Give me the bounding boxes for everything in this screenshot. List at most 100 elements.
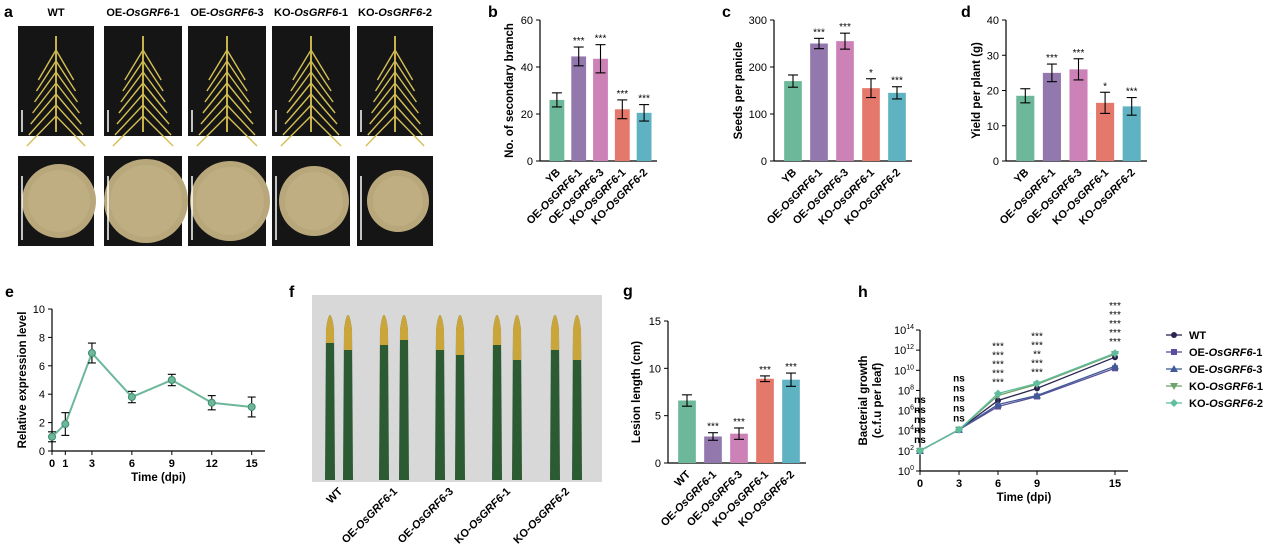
panicle-branch — [310, 115, 342, 147]
leaf-lesion — [493, 315, 501, 345]
panicle-branch — [367, 104, 396, 136]
y-tick-exponent: 8 — [910, 384, 914, 391]
panicle-branch — [142, 104, 172, 136]
panicle-branch — [310, 104, 340, 136]
panicle-illustration — [26, 36, 86, 147]
x-tick-label: 3 — [956, 478, 962, 490]
legend-label: KO-OsGRF6-1 — [1189, 381, 1263, 393]
y-tick-exponent: 0 — [910, 465, 914, 472]
panicle-branch — [310, 71, 334, 103]
genotype-label: OE-OsGRF6-3 — [190, 7, 263, 19]
data-point — [247, 402, 256, 411]
leaf — [379, 315, 389, 480]
legend-label: OE-OsGRF6-1 — [1189, 347, 1262, 359]
x-tick-label: 0 — [49, 458, 55, 470]
significance-label: ns — [953, 414, 965, 425]
y-tick-label: 300 — [749, 15, 767, 27]
significance-label: * — [869, 68, 873, 79]
panicle-branch — [394, 60, 416, 92]
panicle-branch — [118, 82, 144, 114]
series-line — [919, 356, 1116, 452]
significance-label: * — [1103, 81, 1107, 92]
y-tick-label: 100 — [898, 465, 914, 478]
x-axis-title: Time (dpi) — [131, 472, 186, 484]
panicle-branch — [226, 115, 258, 147]
panicle-branch — [374, 60, 396, 92]
genotype-label: OE-OsGRF6-3 — [396, 486, 456, 546]
genotype-label-italic: OsGRF6 — [354, 492, 394, 532]
panicle-branch — [142, 60, 164, 92]
significance-label: ns — [914, 435, 926, 446]
panicle-branch — [32, 82, 57, 114]
y-tick-exponent: 6 — [910, 405, 914, 412]
y-tick-base: 10 — [894, 325, 906, 337]
leaf-lesion — [400, 315, 408, 340]
leaf-lesion — [436, 315, 444, 350]
genotype-label-suffix: -1 — [170, 7, 180, 19]
significance-label: *** — [1109, 310, 1121, 321]
significance-label: *** — [638, 94, 650, 105]
significance-label: *** — [992, 350, 1004, 361]
panicle-branch — [55, 93, 82, 125]
panicle-branch — [286, 82, 312, 114]
bar — [782, 379, 800, 463]
leaf-lesion — [326, 315, 334, 343]
leaf-blade — [343, 315, 353, 480]
panicle-illustration — [280, 36, 342, 147]
panicle-branch — [142, 115, 174, 147]
series-line — [919, 367, 1116, 452]
leaf-lesion — [456, 315, 464, 355]
legend-italic: OsGRF6 — [1209, 398, 1254, 410]
x-axis-title: Time (dpi) — [997, 492, 1052, 504]
leaf-blade — [455, 315, 465, 480]
y-tick-label: 8 — [39, 332, 45, 344]
panicle-branch — [284, 93, 312, 125]
significance-label: ns — [953, 394, 965, 405]
y-tick-label: 0 — [39, 446, 45, 458]
y-tick-base: 10 — [898, 466, 910, 478]
legend-prefix: OE- — [1189, 347, 1209, 359]
y-tick-label: 200 — [749, 62, 767, 74]
y-tick-label: 1014 — [894, 324, 914, 337]
bar — [1042, 72, 1061, 161]
genotype-label-suffix: -2 — [422, 7, 432, 19]
data-point — [127, 393, 136, 402]
panicle-branch — [196, 115, 228, 147]
significance-label: *** — [992, 368, 1004, 379]
y-tick-label: 106 — [898, 405, 914, 418]
y-tick-label: 5 — [655, 411, 661, 423]
genotype-label-italic: OsGRF6 — [294, 7, 339, 19]
legend-suffix: -1 — [1253, 347, 1263, 359]
panicle-branch — [288, 71, 312, 103]
y-tick-label: 1010 — [894, 364, 914, 377]
genotype-label-suffix: -3 — [254, 7, 264, 19]
panel-letter-c: c — [722, 4, 731, 21]
panicle-branch — [371, 82, 396, 114]
bar — [730, 433, 748, 463]
legend-prefix: KO- — [1189, 381, 1210, 393]
panicle-illustration — [196, 36, 258, 147]
category-label-plain: WT — [673, 468, 694, 489]
panicle-branch — [394, 93, 421, 125]
series-line — [51, 351, 252, 438]
category-label: YB — [1012, 167, 1031, 186]
panicle-branch — [142, 71, 166, 103]
genotype-label: KO-OsGRF6-2 — [358, 7, 432, 19]
legend-italic: OsGRF6 — [1209, 347, 1254, 359]
data-point — [994, 400, 1002, 408]
panicle-branch — [55, 71, 79, 103]
y-tick-label: 60 — [521, 15, 533, 27]
significance-label: *** — [1031, 340, 1043, 351]
genotype-label-plain: OE- — [190, 7, 210, 19]
panicle-branch — [142, 49, 162, 81]
bar — [1096, 102, 1115, 161]
leaf — [399, 315, 409, 480]
data-point — [1171, 349, 1177, 355]
y-tick-label: 10 — [33, 304, 45, 316]
leaf-blade — [550, 315, 560, 480]
data-point — [207, 398, 216, 407]
y-tick-label: 4 — [39, 389, 45, 401]
